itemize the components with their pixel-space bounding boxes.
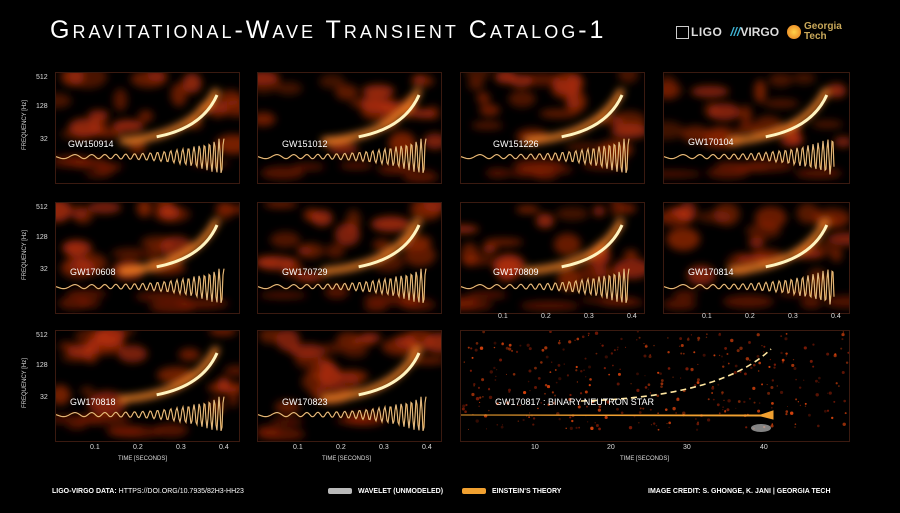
panel-gw170729: GW170729 bbox=[257, 202, 442, 314]
panel-gw170809: GW170809 bbox=[460, 202, 645, 314]
footer-data: LIGO-VIRGO DATA: HTTPS://DOI.ORG/10.7935… bbox=[52, 488, 244, 495]
ligo-logo: LIGO bbox=[676, 25, 722, 39]
virgo-logo: ///VIRGO bbox=[730, 25, 780, 39]
wavelet-swatch bbox=[328, 488, 352, 495]
ligo-logo-icon bbox=[676, 25, 689, 39]
page-title: Gravitational-Wave Transient Catalog-1 bbox=[50, 16, 607, 44]
event-label: GW151226 bbox=[493, 139, 539, 149]
data-url[interactable]: HTTPS://DOI.ORG/10.7935/82H3-HH23 bbox=[118, 488, 244, 495]
panel-gw170817: GW170817 : BINARY NEUTRON STAR bbox=[460, 330, 850, 442]
panel-gw170818: GW170818 bbox=[55, 330, 240, 442]
sun-icon bbox=[787, 25, 802, 39]
panel-gw151226: GW151226 bbox=[460, 72, 645, 184]
panel-gw170104: GW170104 bbox=[663, 72, 850, 184]
panel-gw150914: GW150914 bbox=[55, 72, 240, 184]
panel-gw151012: GW151012 bbox=[257, 72, 442, 184]
panel-gw170608: GW170608 bbox=[55, 202, 240, 314]
event-label: GW170809 bbox=[493, 267, 539, 277]
theory-swatch bbox=[462, 488, 486, 495]
event-label: GW170104 bbox=[688, 137, 734, 147]
event-label: GW170817 : BINARY NEUTRON STAR bbox=[495, 397, 655, 407]
event-label: GW151012 bbox=[282, 139, 328, 149]
panel-gw170823: GW170823 bbox=[257, 330, 442, 442]
event-label: GW170823 bbox=[282, 397, 328, 407]
panel-gw170814: GW170814 bbox=[663, 202, 850, 314]
georgia-tech-logo: Georgia Tech bbox=[787, 22, 842, 42]
event-label: GW170729 bbox=[282, 267, 328, 277]
event-label: GW170818 bbox=[70, 397, 116, 407]
event-label: GW150914 bbox=[68, 139, 114, 149]
event-label: GW170608 bbox=[70, 267, 116, 277]
event-label: GW170814 bbox=[688, 267, 734, 277]
logos: LIGO ///VIRGO Georgia Tech bbox=[676, 22, 842, 42]
footer-credit: IMAGE CREDIT: S. GHONGE, K. JANI | GEORG… bbox=[648, 488, 831, 495]
legend-wavelet: WAVELET (UNMODELED) bbox=[328, 488, 443, 495]
legend-theory: EINSTEIN'S THEORY bbox=[462, 488, 561, 495]
